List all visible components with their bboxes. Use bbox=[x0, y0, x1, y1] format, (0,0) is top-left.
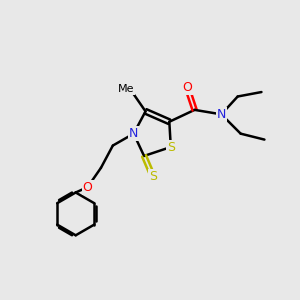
Text: O: O bbox=[82, 181, 92, 194]
Text: N: N bbox=[217, 108, 226, 121]
Text: Me: Me bbox=[118, 84, 134, 94]
Text: O: O bbox=[182, 81, 192, 94]
Text: S: S bbox=[149, 170, 157, 183]
Text: S: S bbox=[167, 140, 175, 154]
Text: N: N bbox=[129, 127, 138, 140]
